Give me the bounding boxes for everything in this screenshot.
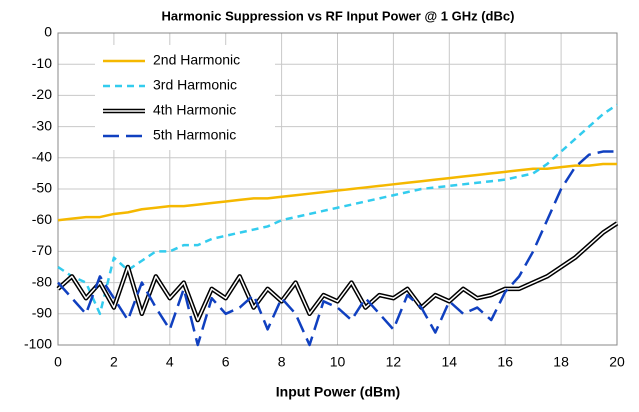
x-tick-label: 2	[110, 354, 118, 370]
y-tick-label: 0	[44, 24, 52, 40]
y-tick-label: -90	[32, 305, 52, 321]
y-tick-label: -30	[32, 117, 52, 133]
y-tick-label: -60	[32, 211, 52, 227]
x-tick-label: 10	[330, 354, 346, 370]
y-tick-label: -20	[32, 86, 52, 102]
x-tick-label: 0	[54, 354, 62, 370]
x-tick-label: 4	[166, 354, 174, 370]
y-tick-label: -70	[32, 242, 52, 258]
y-tick-label: -100	[24, 336, 52, 352]
y-tick-label: -50	[32, 180, 52, 196]
plot-border	[57, 32, 618, 346]
x-tick-label: 6	[222, 354, 230, 370]
legend-label: 5th Harmonic	[153, 127, 236, 143]
legend-label: 2nd Harmonic	[153, 52, 240, 68]
x-axis-label: Input Power (dBm)	[276, 384, 400, 400]
legend-box	[95, 45, 275, 150]
legend-label: 3rd Harmonic	[153, 77, 237, 93]
series-line	[57, 162, 617, 222]
y-tick-label: -80	[32, 273, 52, 289]
series-line-inner	[57, 222, 618, 321]
x-tick-label: 8	[278, 354, 286, 370]
x-tick-label: 16	[497, 354, 513, 370]
x-tick-label: 18	[553, 354, 569, 370]
legend-label: 4th Harmonic	[153, 102, 236, 118]
x-tick-label: 20	[609, 354, 625, 370]
y-tick-label: -40	[32, 149, 52, 165]
x-tick-label: 14	[442, 354, 458, 370]
chart-title: Harmonic Suppression vs RF Input Power @…	[162, 8, 515, 23]
x-tick-label: 12	[386, 354, 402, 370]
series-line	[57, 103, 618, 316]
y-tick-label: -10	[32, 55, 52, 71]
series-line	[57, 150, 617, 347]
